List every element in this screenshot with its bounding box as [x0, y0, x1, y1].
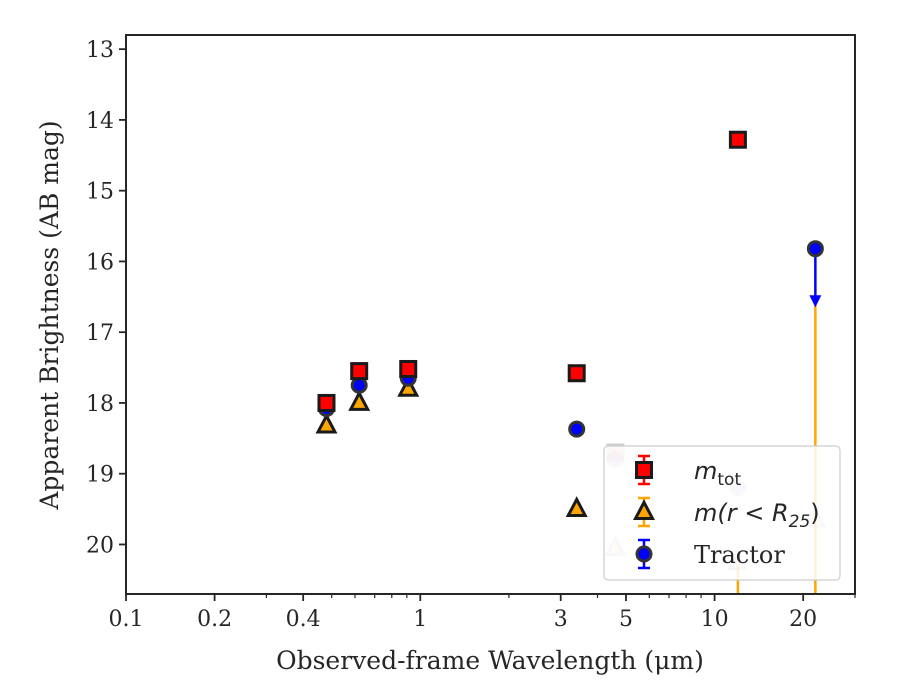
mtot-point-1 [350, 362, 369, 381]
x-tick-label-4: 3 [554, 607, 568, 632]
y-tick-label-7: 20 [86, 533, 114, 558]
y-axis-label: Apparent Brightness (AB mag) [35, 120, 64, 510]
mr25-point-1 [348, 390, 371, 411]
legend-marker-tractor [635, 545, 653, 563]
mr25-point-2 [397, 375, 420, 397]
y-tick-label-3: 16 [86, 250, 114, 275]
tractor-point-3 [568, 420, 586, 438]
y-tick-label-4: 17 [86, 321, 114, 346]
x-tick-label-3: 1 [413, 607, 427, 632]
x-tick-label-7: 20 [789, 607, 817, 632]
tractor-point-1 [350, 376, 368, 394]
y-tick-label-6: 19 [86, 463, 114, 488]
legend-label-mr25: m(r < R25) [694, 499, 820, 532]
x-tick-label-1: 0.2 [197, 607, 232, 632]
axes-frame [125, 34, 856, 595]
mtot-point-0 [317, 393, 336, 412]
x-tick-label-6: 10 [701, 607, 729, 632]
x-axis-label: Observed-frame Wavelength (μm) [276, 646, 704, 675]
y-tick-label-2: 15 [86, 180, 114, 205]
legend-label-tractor: Tractor [694, 541, 785, 569]
legend-marker-mr25 [633, 499, 655, 520]
tractor-upper-limit-arrowhead [809, 295, 822, 308]
x-tick-label-5: 5 [619, 607, 633, 632]
x-tick-label-2: 0.4 [286, 607, 321, 632]
tractor-point-6 [806, 240, 824, 258]
x-tick-label-0: 0.1 [109, 607, 144, 632]
mtot-point-2 [399, 359, 418, 378]
y-tick-label-5: 18 [86, 392, 114, 417]
legend-label-mtot: mtot [694, 457, 741, 490]
legend-frame [603, 445, 841, 581]
y-tick-label-0: 13 [86, 38, 114, 63]
legend: mtot m(r < R25) Tractor [603, 445, 841, 581]
mtot-point-3 [567, 364, 586, 383]
legend-marker-mtot [635, 461, 653, 479]
y-tick-label-1: 14 [86, 109, 114, 134]
mr25-point-0 [315, 412, 338, 434]
mtot-point-5 [728, 130, 747, 149]
mr25-point-3 [565, 496, 588, 518]
